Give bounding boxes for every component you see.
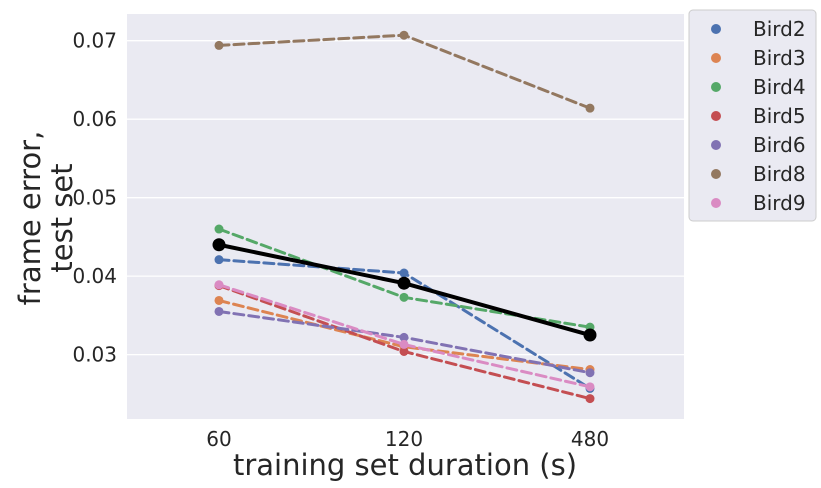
x-tick-label: 120 <box>385 427 423 451</box>
data-point-bird5 <box>399 347 409 356</box>
y-tick-label: 0.07 <box>72 29 117 53</box>
data-point-bird8 <box>585 103 595 113</box>
series-bird6 <box>214 306 595 378</box>
data-point-bird9 <box>399 339 409 349</box>
series-bird8 <box>214 30 595 113</box>
y-axis-title: frame error, test set <box>13 131 79 306</box>
legend-item-bird9: Bird9 <box>711 191 806 215</box>
legend-item-bird6: Bird6 <box>711 133 806 157</box>
legend-item-bird3: Bird3 <box>711 46 806 70</box>
legend-items: Bird2 Bird3 Bird4 Bird5 Bird6 Bird8 Bird9 <box>711 17 806 215</box>
data-point-bird9 <box>585 382 595 392</box>
legend-marker-bird9 <box>711 198 721 208</box>
legend-item-bird4: Bird4 <box>711 75 806 99</box>
mean-series <box>212 238 597 342</box>
y-tick-labels: 0.03 0.04 0.05 0.06 0.07 <box>72 29 117 367</box>
legend-box <box>688 9 817 222</box>
legend: Bird2 Bird3 Bird4 Bird5 Bird6 Bird8 Bird9 <box>688 9 817 222</box>
series-bird9 <box>214 280 595 392</box>
x-tick-label: 480 <box>571 427 609 451</box>
y-tick-label: 0.03 <box>72 343 117 367</box>
data-point-bird2 <box>399 268 409 278</box>
y-axis-title-line-2: test set <box>45 163 79 272</box>
legend-label-bird4: Bird4 <box>753 75 806 99</box>
legend-item-bird8: Bird8 <box>711 162 806 186</box>
y-gridlines <box>127 40 684 356</box>
legend-marker-bird3 <box>711 53 721 63</box>
y-axis-title-line-1: frame error, <box>13 131 47 306</box>
legend-label-bird2: Bird2 <box>753 17 806 41</box>
legend-marker-bird2 <box>711 24 721 34</box>
data-point-bird6 <box>214 306 224 316</box>
data-point-bird8 <box>214 40 224 50</box>
x-axis-title: training set duration (s) <box>233 448 577 482</box>
plot-area <box>127 14 684 419</box>
legend-label-bird8: Bird8 <box>753 162 806 186</box>
data-point-bird4 <box>399 292 409 302</box>
y-tick-label: 0.05 <box>72 186 117 210</box>
mean-point <box>397 276 411 290</box>
data-point-bird8 <box>399 30 409 40</box>
legend-label-bird5: Bird5 <box>753 104 806 128</box>
data-point-bird6 <box>585 368 595 378</box>
legend-item-bird5: Bird5 <box>711 104 806 128</box>
data-point-bird9 <box>214 280 224 290</box>
legend-marker-bird6 <box>711 140 721 150</box>
legend-marker-bird5 <box>711 111 721 121</box>
mean-point <box>212 238 226 252</box>
legend-label-bird9: Bird9 <box>753 191 806 215</box>
legend-marker-bird8 <box>711 169 721 179</box>
legend-label-bird3: Bird3 <box>753 46 806 70</box>
data-point-bird4 <box>214 224 224 234</box>
legend-item-bird2: Bird2 <box>711 17 806 41</box>
legend-label-bird6: Bird6 <box>753 133 806 157</box>
mean-point <box>583 328 597 342</box>
x-tick-labels: 60 120 480 <box>206 427 609 451</box>
data-point-bird6 <box>399 332 409 342</box>
series-lines <box>214 30 595 404</box>
data-point-bird3 <box>214 295 224 305</box>
data-point-bird2 <box>214 255 224 265</box>
x-tick-label: 60 <box>206 427 231 451</box>
y-tick-label: 0.06 <box>72 107 117 131</box>
y-tick-label: 0.04 <box>72 264 117 288</box>
legend-marker-bird4 <box>711 82 721 92</box>
data-point-bird5 <box>585 394 595 404</box>
